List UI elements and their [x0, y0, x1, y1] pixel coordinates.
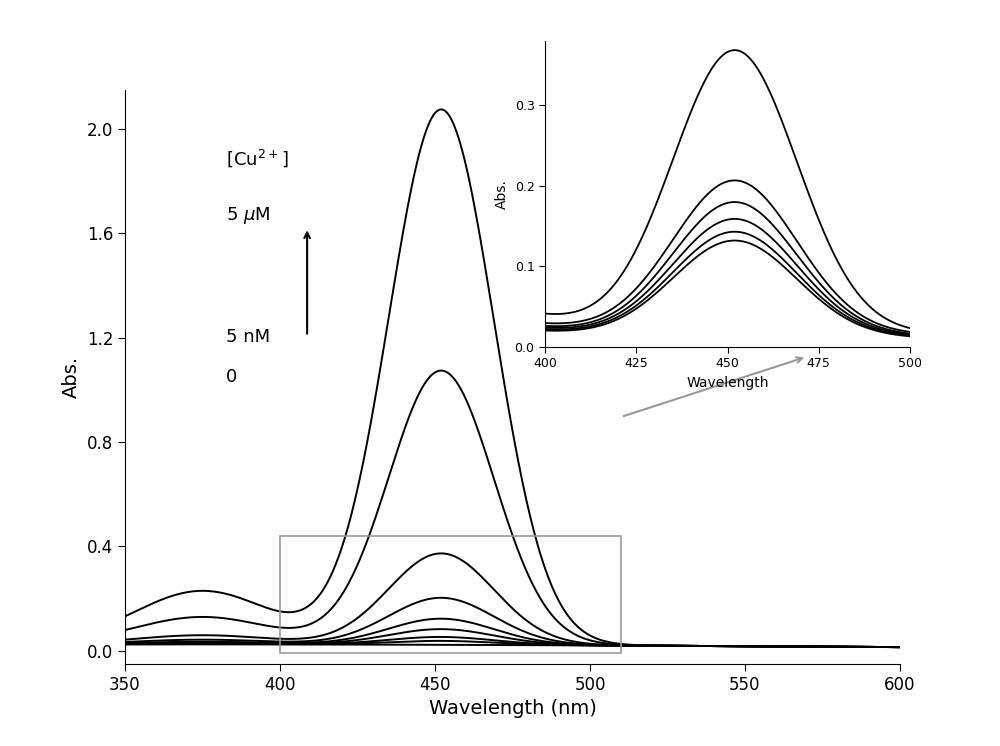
X-axis label: Wavelength: Wavelength — [686, 376, 769, 390]
Text: 5 nM: 5 nM — [226, 327, 270, 345]
Bar — [280, 536, 621, 653]
Y-axis label: Abs.: Abs. — [495, 179, 509, 209]
X-axis label: Wavelength (nm): Wavelength (nm) — [429, 699, 596, 718]
Text: 5 $\mu$M: 5 $\mu$M — [226, 205, 270, 226]
Y-axis label: Abs.: Abs. — [62, 356, 81, 398]
Text: [Cu$^{2+}$]: [Cu$^{2+}$] — [226, 148, 288, 169]
Text: 0: 0 — [226, 368, 237, 386]
